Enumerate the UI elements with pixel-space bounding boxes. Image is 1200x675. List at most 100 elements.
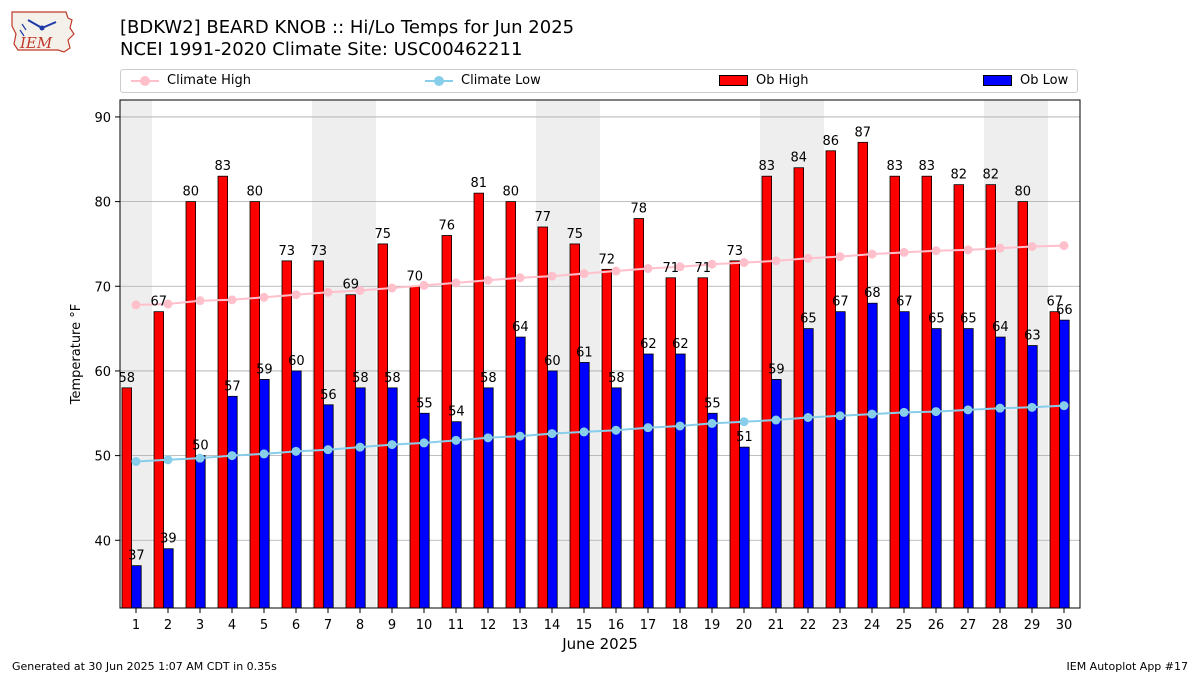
legend-label: Climate High xyxy=(167,73,252,88)
x-axis-label: June 2025 xyxy=(561,635,638,653)
point-climate-high xyxy=(323,287,333,297)
point-climate-low xyxy=(739,417,749,427)
data-label-ob-low: 67 xyxy=(832,295,849,310)
x-tick-label: 24 xyxy=(864,618,881,633)
data-label-ob-high: 69 xyxy=(343,278,360,293)
data-label-ob-low: 57 xyxy=(224,379,241,394)
point-climate-low xyxy=(579,427,589,437)
x-tick-label: 2 xyxy=(164,618,172,633)
point-climate-high xyxy=(803,253,813,263)
point-climate-high xyxy=(355,286,365,295)
data-label-ob-high: 87 xyxy=(855,125,872,140)
point-climate-high xyxy=(611,266,621,276)
bar-ob-high xyxy=(345,294,357,609)
bar-ob-low xyxy=(611,387,622,609)
bar-ob-low xyxy=(259,378,270,609)
data-label-ob-low: 66 xyxy=(1056,303,1073,318)
point-climate-high xyxy=(835,252,845,262)
y-tick-label: 80 xyxy=(94,196,111,211)
data-label-ob-low: 58 xyxy=(480,371,497,386)
point-climate-low xyxy=(963,405,973,415)
bar-ob-low xyxy=(867,302,878,609)
data-label-ob-high: 80 xyxy=(1015,185,1032,200)
legend-swatch-ob-low xyxy=(983,75,1012,86)
bar-ob-high xyxy=(1049,311,1061,609)
point-climate-high xyxy=(931,246,941,256)
bar-ob-high xyxy=(249,201,261,609)
point-climate-high xyxy=(451,278,461,288)
legend-item-climate-low: Climate Low xyxy=(425,73,541,88)
plot-frame xyxy=(119,99,1081,609)
legend-swatch-climate-low xyxy=(425,75,453,87)
bar-ob-low xyxy=(163,548,174,609)
x-tick-label: 13 xyxy=(512,618,529,633)
x-tick-label: 25 xyxy=(896,618,913,633)
point-climate-high xyxy=(899,247,909,257)
data-label-ob-low: 62 xyxy=(672,337,689,352)
bar-ob-low xyxy=(227,395,238,609)
point-climate-high xyxy=(675,262,685,272)
point-climate-high xyxy=(739,258,749,268)
bar-ob-low xyxy=(771,378,782,609)
point-climate-low xyxy=(611,425,621,435)
bar-ob-low xyxy=(803,328,814,609)
x-tick-label: 5 xyxy=(260,618,268,633)
line-climate-high xyxy=(135,244,1065,306)
x-tick-label: 20 xyxy=(736,618,753,633)
data-label-ob-high: 75 xyxy=(375,227,392,242)
bar-ob-high xyxy=(185,201,197,609)
x-tick-label: 23 xyxy=(832,618,849,633)
bar-ob-high xyxy=(921,175,933,609)
bar-ob-high xyxy=(1017,201,1029,609)
footer-app: IEM Autoplot App #17 xyxy=(1066,660,1189,673)
x-tick-label: 19 xyxy=(704,618,721,633)
legend-label: Ob High xyxy=(756,73,809,88)
chart-title: [BDKW2] BEARD KNOB :: Hi/Lo Temps for Ju… xyxy=(120,17,575,38)
data-label-ob-low: 58 xyxy=(352,371,369,386)
bar-ob-high xyxy=(825,150,837,609)
point-climate-low xyxy=(355,442,365,452)
data-label-ob-high: 76 xyxy=(439,218,456,233)
data-label-ob-low: 63 xyxy=(1024,329,1041,344)
point-climate-low xyxy=(867,409,877,419)
bar-ob-low xyxy=(387,387,398,609)
x-tick-label: 26 xyxy=(928,618,945,633)
x-tick-label: 29 xyxy=(1024,618,1041,633)
data-label-ob-low: 39 xyxy=(160,532,177,547)
bar-ob-high xyxy=(537,226,549,609)
x-tick-label: 11 xyxy=(448,618,465,633)
point-climate-high xyxy=(995,243,1005,253)
data-label-ob-high: 83 xyxy=(759,159,776,174)
bar-ob-high xyxy=(633,218,645,609)
bar-ob-low xyxy=(579,362,590,609)
bar-ob-high xyxy=(121,387,133,609)
point-climate-high xyxy=(643,263,653,273)
data-label-ob-low: 68 xyxy=(864,286,881,301)
point-climate-high xyxy=(291,290,301,300)
x-tick-label: 9 xyxy=(388,618,396,633)
data-label-ob-high: 83 xyxy=(887,159,904,174)
data-label-ob-low: 37 xyxy=(128,549,145,564)
y-tick-label: 70 xyxy=(94,280,111,295)
data-label-ob-high: 73 xyxy=(311,244,328,259)
data-label-ob-low: 65 xyxy=(928,312,945,327)
bar-ob-low xyxy=(547,370,558,609)
point-climate-low xyxy=(899,407,909,417)
data-label-ob-low: 65 xyxy=(960,312,977,327)
point-climate-low xyxy=(803,413,813,422)
data-label-ob-high: 80 xyxy=(503,185,520,200)
bar-ob-high xyxy=(441,235,453,609)
point-climate-high xyxy=(387,283,397,293)
x-tick-label: 3 xyxy=(196,618,204,633)
point-climate-low xyxy=(771,415,781,425)
iowa-outline-icon xyxy=(11,11,75,53)
point-climate-low xyxy=(1027,402,1037,412)
data-label-ob-low: 61 xyxy=(576,345,593,360)
point-climate-high xyxy=(707,259,717,269)
data-label-ob-high: 71 xyxy=(663,261,680,276)
data-label-ob-high: 70 xyxy=(407,269,424,284)
point-climate-low xyxy=(1059,401,1069,411)
x-tick-label: 22 xyxy=(800,618,817,633)
legend-swatch-ob-high xyxy=(719,75,748,86)
legend-item-climate-high: Climate High xyxy=(131,73,251,88)
